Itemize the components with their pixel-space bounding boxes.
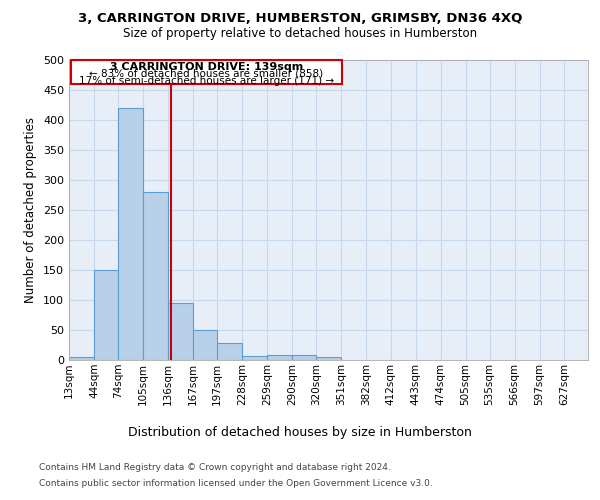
Text: Contains public sector information licensed under the Open Government Licence v3: Contains public sector information licen… xyxy=(39,478,433,488)
Text: 17% of semi-detached houses are larger (171) →: 17% of semi-detached houses are larger (… xyxy=(79,76,334,86)
Bar xyxy=(267,354,292,360)
Bar xyxy=(193,330,217,360)
Bar xyxy=(217,343,242,360)
Y-axis label: Number of detached properties: Number of detached properties xyxy=(25,117,37,303)
Bar xyxy=(292,354,316,360)
Bar xyxy=(242,356,267,360)
Bar xyxy=(94,270,118,360)
Text: Size of property relative to detached houses in Humberston: Size of property relative to detached ho… xyxy=(123,28,477,40)
Text: ← 83% of detached houses are smaller (858): ← 83% of detached houses are smaller (85… xyxy=(89,69,323,79)
Bar xyxy=(168,303,193,360)
Bar xyxy=(143,192,168,360)
Bar xyxy=(118,108,143,360)
Text: 3, CARRINGTON DRIVE, HUMBERSTON, GRIMSBY, DN36 4XQ: 3, CARRINGTON DRIVE, HUMBERSTON, GRIMSBY… xyxy=(78,12,522,26)
Text: 3 CARRINGTON DRIVE: 139sqm: 3 CARRINGTON DRIVE: 139sqm xyxy=(110,62,303,72)
Bar xyxy=(316,357,341,360)
FancyBboxPatch shape xyxy=(71,60,342,84)
Bar xyxy=(69,357,94,360)
Text: Contains HM Land Registry data © Crown copyright and database right 2024.: Contains HM Land Registry data © Crown c… xyxy=(39,464,391,472)
Text: Distribution of detached houses by size in Humberston: Distribution of detached houses by size … xyxy=(128,426,472,439)
